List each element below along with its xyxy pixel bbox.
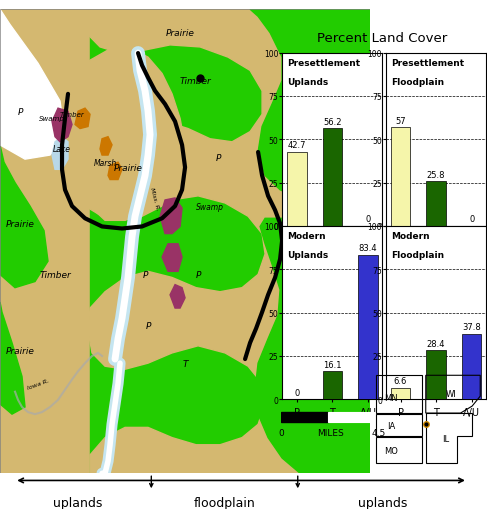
Bar <box>287 153 307 227</box>
Polygon shape <box>162 244 182 272</box>
Text: IA: IA <box>387 420 395 430</box>
Text: Modern: Modern <box>287 232 326 241</box>
Text: Timber: Timber <box>294 133 326 142</box>
Text: Uplands: Uplands <box>287 251 329 260</box>
Text: 4.5: 4.5 <box>372 428 386 437</box>
Text: Floodplain: Floodplain <box>391 251 444 260</box>
Bar <box>391 128 411 227</box>
Polygon shape <box>88 10 370 473</box>
Text: P: P <box>142 270 148 279</box>
Text: uplands: uplands <box>54 496 103 509</box>
Text: 0: 0 <box>365 215 371 224</box>
Polygon shape <box>62 48 185 221</box>
Bar <box>358 255 378 400</box>
Bar <box>376 376 422 413</box>
Bar <box>462 334 482 400</box>
Polygon shape <box>170 285 185 308</box>
Text: Marsh: Marsh <box>94 158 117 167</box>
Text: 28.4: 28.4 <box>427 339 445 348</box>
Text: Iowa R.: Iowa R. <box>26 378 50 390</box>
Text: Prairie: Prairie <box>306 382 335 391</box>
Polygon shape <box>108 163 122 180</box>
Text: 42.7: 42.7 <box>287 141 306 150</box>
Text: MN: MN <box>384 393 398 402</box>
Text: 16.1: 16.1 <box>323 360 341 369</box>
Text: 25.8: 25.8 <box>427 171 445 179</box>
Text: Prairie: Prairie <box>5 219 35 229</box>
Polygon shape <box>52 137 68 170</box>
Text: Floodplain: Floodplain <box>391 78 444 87</box>
Text: MO: MO <box>384 446 398 456</box>
Bar <box>391 388 411 400</box>
Polygon shape <box>160 199 182 234</box>
Text: 0: 0 <box>294 388 300 397</box>
Text: Lake: Lake <box>53 145 71 154</box>
Text: 0: 0 <box>279 428 284 437</box>
Text: floodplain: floodplain <box>194 496 255 509</box>
Text: Percent Land Cover: Percent Land Cover <box>317 32 448 45</box>
Bar <box>281 412 328 422</box>
Polygon shape <box>0 10 65 160</box>
Text: P: P <box>215 153 221 162</box>
Text: Timber: Timber <box>59 112 84 118</box>
Text: 57: 57 <box>395 116 406 125</box>
Text: Presettlement: Presettlement <box>287 59 360 68</box>
Text: 83.4: 83.4 <box>358 244 377 252</box>
Text: Prairie: Prairie <box>306 288 335 297</box>
Text: Presettlement: Presettlement <box>391 59 464 68</box>
Polygon shape <box>0 146 48 288</box>
Text: Timber: Timber <box>39 270 71 279</box>
Bar <box>426 182 446 227</box>
Polygon shape <box>52 109 72 143</box>
Text: P: P <box>195 270 201 279</box>
Text: Prairie: Prairie <box>166 29 194 38</box>
Text: 56.2: 56.2 <box>323 118 341 127</box>
Bar <box>322 372 342 400</box>
Text: Prairie: Prairie <box>113 163 143 173</box>
Bar <box>328 412 379 422</box>
Polygon shape <box>88 10 370 473</box>
Text: Modern: Modern <box>391 232 430 241</box>
Text: Uplands: Uplands <box>287 78 329 87</box>
Bar <box>376 414 422 436</box>
Polygon shape <box>100 137 112 156</box>
Bar <box>376 437 422 463</box>
Text: MILES: MILES <box>317 428 343 437</box>
Text: 37.8: 37.8 <box>462 323 481 331</box>
Polygon shape <box>75 109 90 129</box>
Text: P: P <box>145 321 151 330</box>
Text: T: T <box>182 359 188 368</box>
Polygon shape <box>255 219 370 473</box>
Text: IL: IL <box>442 435 449 443</box>
Text: Timber: Timber <box>179 77 211 86</box>
Text: Swamp: Swamp <box>39 116 65 122</box>
Polygon shape <box>0 302 25 414</box>
Bar <box>322 129 342 227</box>
Text: Miss. R.: Miss. R. <box>150 186 161 211</box>
Text: 0: 0 <box>469 215 474 224</box>
Text: P: P <box>18 107 23 117</box>
Text: 6.6: 6.6 <box>394 377 407 385</box>
Text: Swamp: Swamp <box>196 202 224 211</box>
Bar <box>426 350 446 400</box>
Text: WI: WI <box>446 389 457 398</box>
Text: Prairie: Prairie <box>5 347 35 356</box>
Polygon shape <box>250 10 370 204</box>
Text: uplands: uplands <box>358 496 408 509</box>
